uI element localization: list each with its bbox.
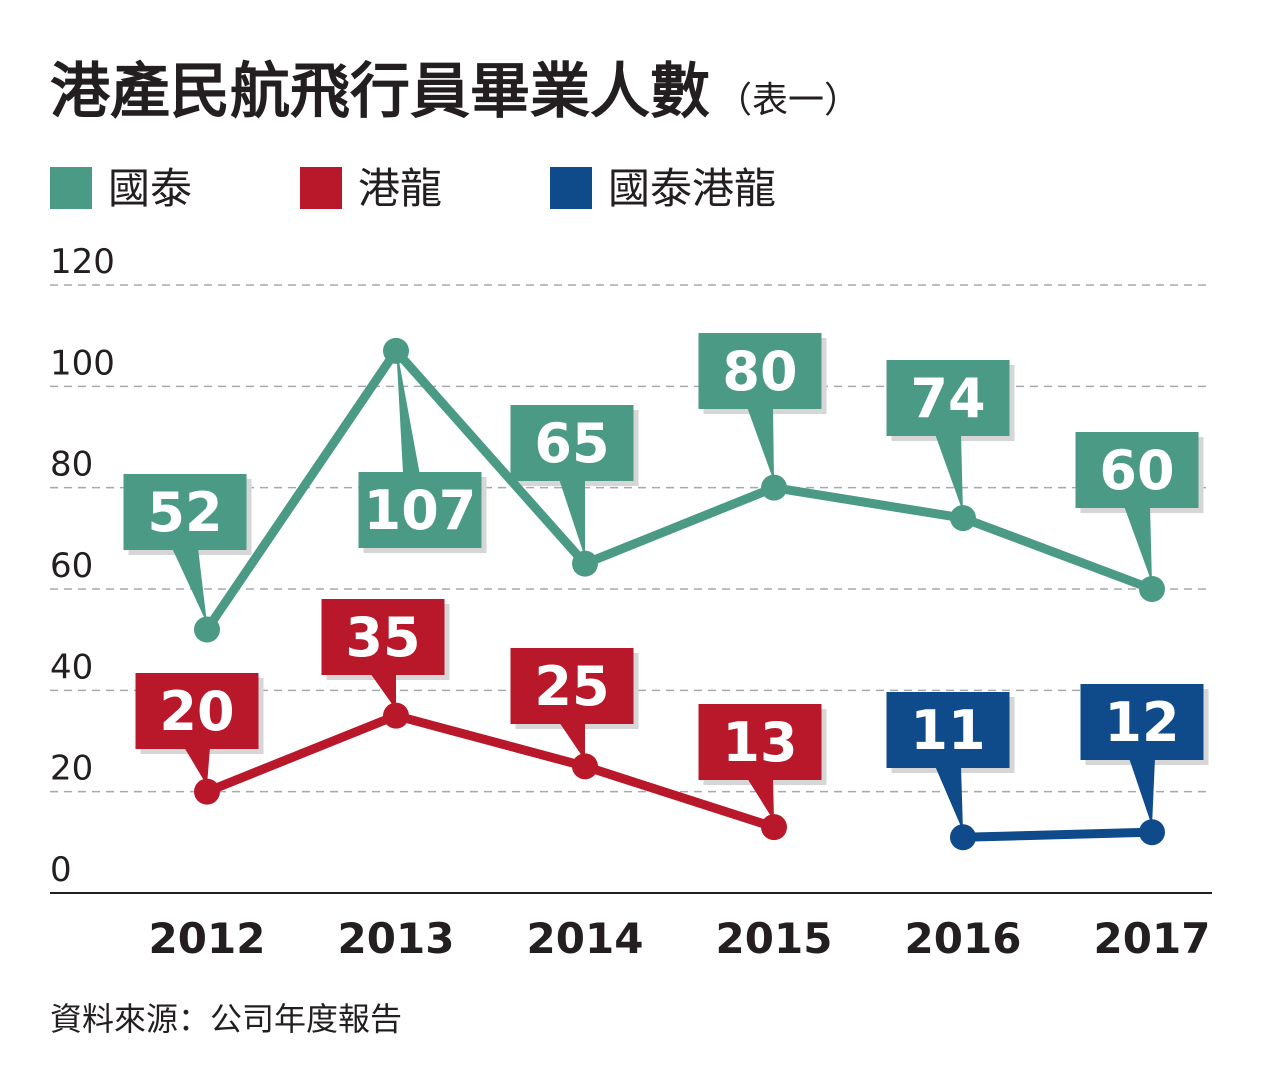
legend-swatch bbox=[300, 167, 342, 209]
y-tick-label: 40 bbox=[50, 647, 93, 687]
data-label: 74 bbox=[886, 360, 1015, 513]
y-tick-label: 120 bbox=[50, 242, 115, 282]
legend-item-1: 國泰 bbox=[50, 164, 192, 213]
data-label-pointer bbox=[1129, 758, 1155, 827]
data-label: 12 bbox=[1080, 684, 1209, 827]
legend: 國泰 港龍 國泰港龍 bbox=[50, 164, 776, 213]
data-label-box bbox=[1075, 432, 1199, 508]
y-tick-label: 0 bbox=[50, 850, 72, 890]
data-label-pointer bbox=[172, 548, 207, 624]
legend-item-3: 國泰港龍 bbox=[550, 164, 776, 213]
data-label: 60 bbox=[1075, 432, 1204, 583]
data-label-box bbox=[698, 704, 822, 780]
data-label-pointer bbox=[559, 479, 585, 558]
data-label-box bbox=[510, 405, 634, 481]
data-label-box bbox=[358, 472, 482, 548]
points-layer bbox=[194, 337, 1165, 851]
chart-title-note: （表一） bbox=[716, 80, 860, 121]
series-line-2 bbox=[202, 711, 779, 832]
data-label-pointer bbox=[1124, 506, 1152, 583]
data-label-pointer bbox=[935, 766, 963, 832]
y-tick-label: 20 bbox=[50, 749, 93, 789]
data-label: 107 bbox=[358, 344, 487, 553]
data-label-text: 65 bbox=[534, 412, 609, 475]
x-tick-label: 2014 bbox=[527, 914, 644, 963]
series-line-1 bbox=[202, 346, 1157, 635]
series-line-3 bbox=[958, 827, 1157, 842]
data-label: 25 bbox=[510, 648, 639, 761]
data-label: 20 bbox=[135, 673, 264, 786]
legend-swatch bbox=[550, 167, 592, 209]
data-label: 11 bbox=[886, 692, 1015, 832]
data-label: 52 bbox=[123, 474, 252, 624]
data-label-text: 12 bbox=[1104, 691, 1179, 754]
data-label-pointer bbox=[747, 407, 774, 482]
data-label: 35 bbox=[321, 599, 450, 710]
series-layer: 52 107 65 80 74 60 20 35 25 13 11 12 bbox=[123, 333, 1209, 851]
legend-item-2: 港龍 bbox=[300, 164, 442, 213]
data-label-pointer bbox=[370, 673, 396, 710]
y-tick-label: 80 bbox=[50, 445, 93, 485]
data-label-pointer bbox=[184, 747, 210, 786]
data-label-text: 52 bbox=[147, 481, 222, 544]
source-note: 資料來源：公司年度報告 bbox=[50, 1000, 402, 1038]
data-label-box bbox=[135, 673, 259, 749]
legend-label: 國泰港龍 bbox=[608, 164, 776, 213]
data-label-box bbox=[698, 333, 822, 409]
data-label-pointer bbox=[559, 722, 585, 761]
x-tick-label: 2012 bbox=[149, 914, 266, 963]
data-label-text: 107 bbox=[364, 479, 477, 542]
data-label-box bbox=[886, 692, 1010, 768]
chart-title: 港產民航飛行員畢業人數 （表一） bbox=[50, 57, 860, 127]
data-label-text: 20 bbox=[159, 680, 234, 743]
data-label: 80 bbox=[698, 333, 827, 482]
data-label-text: 25 bbox=[534, 655, 609, 718]
data-label: 13 bbox=[698, 704, 827, 822]
y-axis: 0 20 40 60 80 100 120 bbox=[50, 242, 115, 890]
x-axis: 2012 2013 2014 2015 2016 2017 bbox=[149, 914, 1211, 963]
data-label-box bbox=[123, 474, 247, 550]
x-tick-label: 2017 bbox=[1094, 914, 1211, 963]
data-label-text: 74 bbox=[910, 367, 985, 430]
y-tick-label: 100 bbox=[50, 343, 115, 383]
data-label-box bbox=[321, 599, 445, 675]
chart-title-main: 港產民航飛行員畢業人數 bbox=[50, 57, 710, 127]
data-label-text: 60 bbox=[1099, 439, 1174, 502]
data-labels-layer: 52 107 65 80 74 60 20 35 25 13 11 12 bbox=[123, 333, 1209, 832]
legend-label: 國泰 bbox=[108, 164, 192, 213]
data-label-text: 11 bbox=[910, 699, 985, 762]
data-label-box bbox=[1080, 684, 1204, 760]
data-label-text: 13 bbox=[722, 711, 797, 774]
data-label-pointer bbox=[747, 778, 774, 822]
y-tick-label: 60 bbox=[50, 546, 93, 586]
x-tick-label: 2016 bbox=[905, 914, 1022, 963]
x-tick-label: 2015 bbox=[716, 914, 833, 963]
data-label-box bbox=[510, 648, 634, 724]
data-label-text: 80 bbox=[722, 340, 797, 403]
data-label-pointer bbox=[935, 434, 963, 513]
legend-swatch bbox=[50, 167, 92, 209]
data-label: 65 bbox=[510, 405, 639, 558]
data-label-text: 35 bbox=[345, 606, 420, 669]
x-tick-label: 2013 bbox=[338, 914, 455, 963]
legend-label: 港龍 bbox=[358, 164, 442, 213]
data-label-box bbox=[886, 360, 1010, 436]
